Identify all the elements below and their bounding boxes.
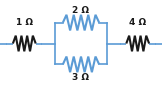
Text: 4 Ω: 4 Ω <box>129 18 146 27</box>
Text: 1 Ω: 1 Ω <box>16 18 33 27</box>
Text: 3 Ω: 3 Ω <box>73 73 89 82</box>
Text: 2 Ω: 2 Ω <box>73 6 89 15</box>
